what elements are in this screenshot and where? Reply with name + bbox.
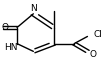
Text: O: O	[2, 23, 9, 32]
Text: O: O	[89, 50, 96, 59]
Text: HN: HN	[4, 43, 18, 52]
Text: Cl: Cl	[94, 30, 102, 39]
Text: N: N	[30, 4, 37, 13]
